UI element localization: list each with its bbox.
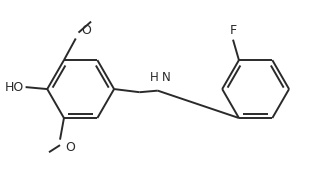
Text: O: O [81, 24, 91, 37]
Text: F: F [229, 24, 236, 37]
Text: O: O [66, 141, 75, 154]
Text: H: H [150, 70, 159, 84]
Text: HO: HO [4, 81, 24, 94]
Text: N: N [162, 70, 170, 84]
